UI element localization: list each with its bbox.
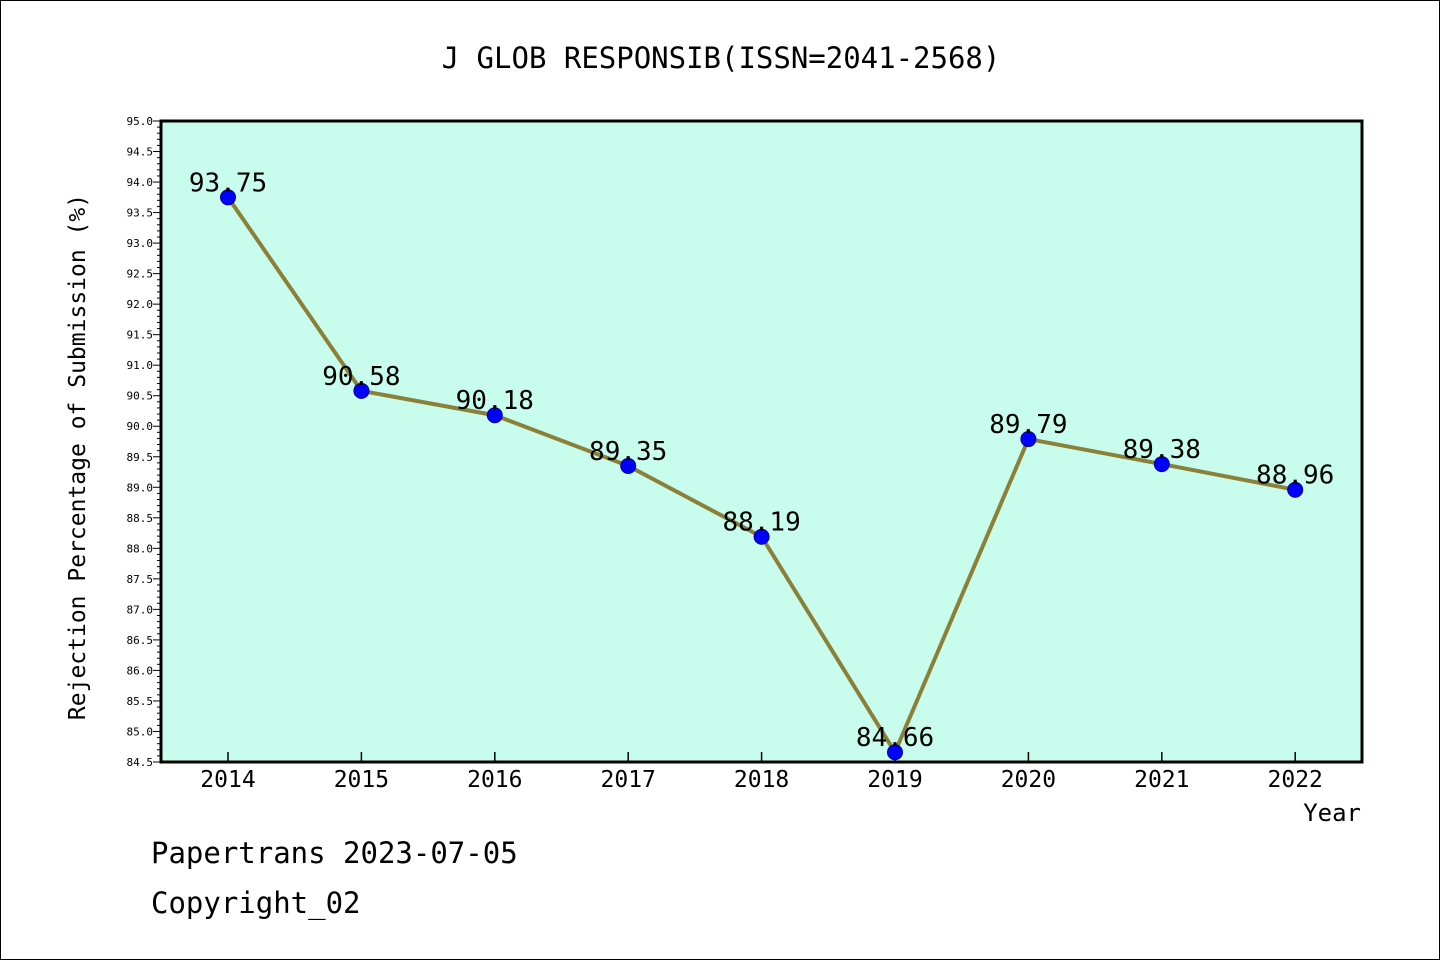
x-axis: 2014 2015 2016 2017 2018 2019 2020 2021 2022 <box>200 752 1323 793</box>
data-label: 89.38 <box>1123 435 1201 465</box>
data-point <box>887 744 903 761</box>
data-point <box>353 382 370 399</box>
data-point <box>220 189 236 206</box>
data-label: 89.35 <box>589 437 667 467</box>
x-tick-label: 2018 <box>734 767 789 793</box>
y-tick-label: 88.0 <box>127 542 154 555</box>
y-tick-label: 86.0 <box>127 664 154 677</box>
y-tick-label: 92.5 <box>127 268 154 281</box>
data-label: 84.66 <box>856 723 934 753</box>
x-tick-label: 2016 <box>467 767 522 793</box>
x-axis-label: Year <box>1303 799 1361 827</box>
y-axis-label: Rejection Percentage of Submission (%) <box>65 194 91 720</box>
y-tick-label: 94.0 <box>127 176 154 189</box>
data-label: 90.18 <box>456 386 534 416</box>
y-tick-label: 87.5 <box>127 573 154 586</box>
data-label: 89.79 <box>989 410 1067 440</box>
data-point <box>1153 456 1170 473</box>
y-tick-label: 91.0 <box>127 359 154 372</box>
footer-papertrans: Papertrans 2023-07-05 <box>151 836 518 870</box>
y-tick-label: 84.5 <box>127 756 154 769</box>
y-tick-label: 93.0 <box>127 237 154 250</box>
y-tick-label: 92.0 <box>127 298 154 311</box>
data-series: 93.75 90.58 90.18 89.35 88.19 84.66 89.79 89.38… <box>189 168 1334 761</box>
data-point <box>620 457 637 474</box>
data-label: 90.58 <box>322 362 400 392</box>
footer-copyright: Copyright_02 <box>151 886 361 920</box>
y-tick-label: 86.5 <box>127 634 154 647</box>
data-label: 88.96 <box>1256 461 1334 491</box>
data-point <box>1287 481 1304 498</box>
x-tick-label: 2020 <box>1001 767 1056 793</box>
data-point <box>753 528 770 545</box>
y-tick-label: 91.5 <box>127 329 154 342</box>
y-axis: 84.5 85.0 85.5 86.0 86.5 87.0 87.5 88.0 88.5 89.0… <box>127 115 161 769</box>
x-tick-label: 2021 <box>1134 767 1189 793</box>
y-tick-label: 89.0 <box>127 481 154 494</box>
y-tick-label: 85.5 <box>127 695 154 708</box>
x-tick-label: 2022 <box>1268 767 1323 793</box>
y-tick-label: 93.5 <box>127 207 154 220</box>
data-label: 93.75 <box>189 168 267 198</box>
y-tick-label: 87.0 <box>127 603 154 616</box>
x-tick-label: 2019 <box>867 767 922 793</box>
y-tick-label: 95.0 <box>127 115 154 128</box>
x-tick-label: 2015 <box>334 767 389 793</box>
plot-area <box>161 121 1362 762</box>
x-tick-label: 2017 <box>601 767 656 793</box>
plot-border <box>159 119 1364 764</box>
data-label: 88.19 <box>722 508 800 538</box>
y-tick-label: 88.5 <box>127 512 154 525</box>
y-tick-label: 85.0 <box>127 725 154 738</box>
y-tick-label: 94.5 <box>127 146 154 159</box>
chart-title: J GLOB RESPONSIB(ISSN=2041-2568) <box>442 41 1001 75</box>
x-tick-label: 2014 <box>200 767 255 793</box>
y-tick-label: 90.0 <box>127 420 154 433</box>
y-tick-label: 89.5 <box>127 451 154 464</box>
y-tick-label: 90.5 <box>127 390 154 403</box>
data-point <box>1020 431 1037 448</box>
data-point <box>486 407 503 424</box>
